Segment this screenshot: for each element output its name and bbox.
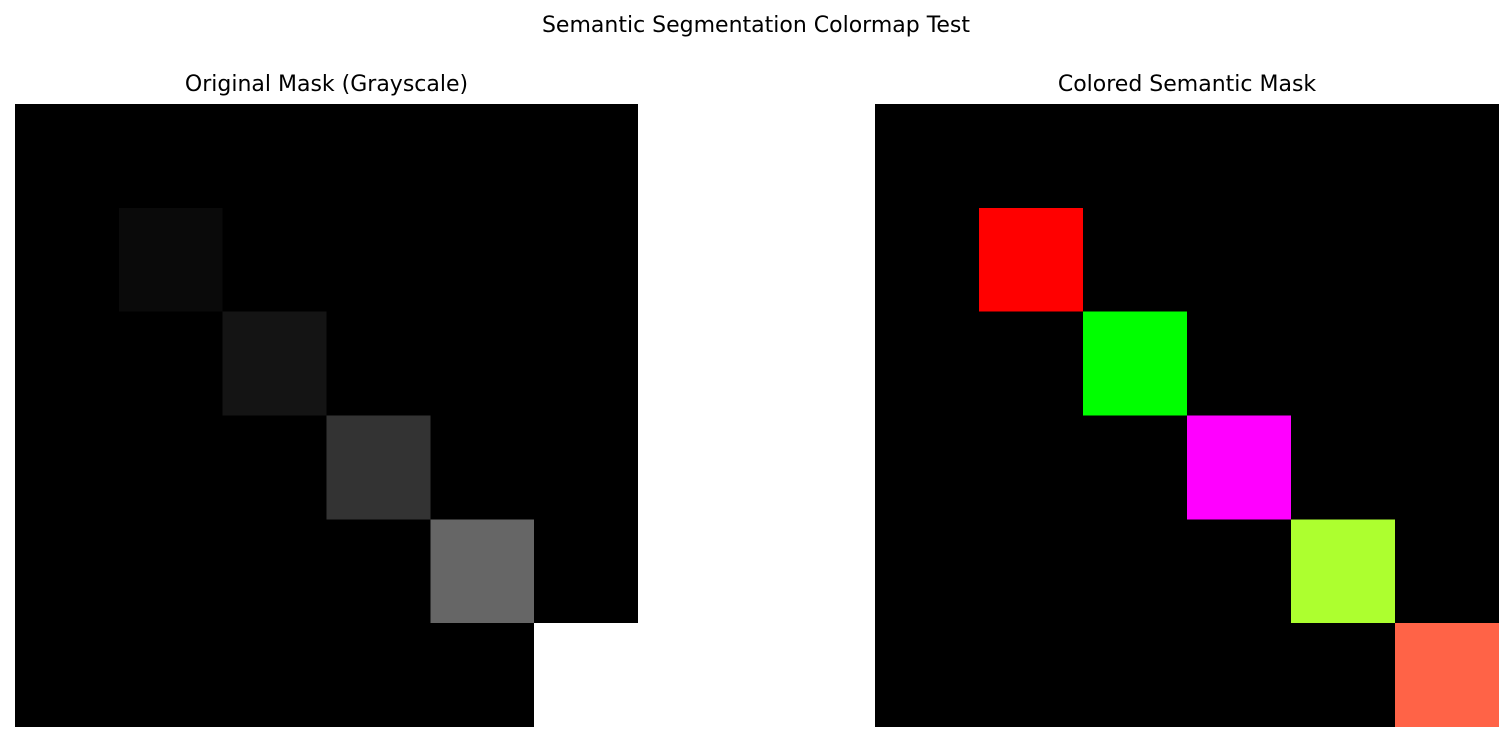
mask-cell — [1395, 623, 1499, 727]
mask-cell — [1083, 311, 1187, 416]
figure-title: Semantic Segmentation Colormap Test — [541, 13, 971, 38]
panel-title-original: Original Mask (Grayscale) — [184, 72, 469, 97]
mask-cell — [430, 519, 535, 624]
mask-cell — [534, 623, 638, 727]
original-mask-plot — [15, 104, 638, 727]
mask-cell — [1291, 519, 1395, 624]
panel-title-colored: Colored Semantic Mask — [1057, 72, 1317, 97]
mask-cell — [1187, 415, 1291, 520]
mask-cell — [979, 207, 1083, 312]
mask-cell — [326, 415, 431, 520]
colored-mask-plot — [875, 104, 1499, 727]
mask-cell — [118, 207, 223, 312]
mask-cell — [222, 311, 327, 416]
